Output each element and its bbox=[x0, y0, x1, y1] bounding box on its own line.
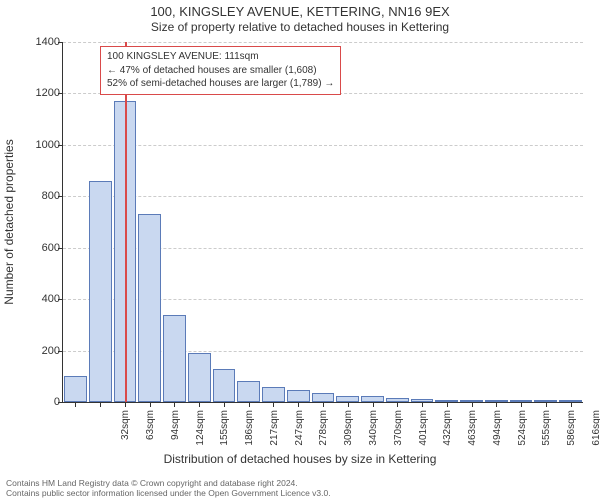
x-tick-mark bbox=[422, 402, 423, 407]
current-property-marker bbox=[125, 42, 127, 402]
legend-line-1: 100 KINGSLEY AVENUE: 111sqm bbox=[107, 50, 334, 64]
histogram-bar bbox=[287, 390, 310, 402]
x-tick-mark bbox=[100, 402, 101, 407]
x-tick-mark bbox=[249, 402, 250, 407]
legend-line-3: 52% of semi-detached houses are larger (… bbox=[107, 77, 334, 91]
y-tick-label: 200 bbox=[26, 345, 60, 357]
y-tick-label: 800 bbox=[26, 190, 60, 202]
y-axis-label: Number of detached properties bbox=[2, 139, 16, 304]
histogram-bar bbox=[237, 381, 260, 402]
y-tick-label: 600 bbox=[26, 242, 60, 254]
x-tick-mark bbox=[472, 402, 473, 407]
histogram-bar bbox=[138, 214, 161, 402]
histogram-bar bbox=[163, 315, 186, 402]
y-tick-label: 0 bbox=[26, 396, 60, 408]
histogram-bar bbox=[213, 369, 236, 402]
x-tick-mark bbox=[571, 402, 572, 407]
x-axis-label: Distribution of detached houses by size … bbox=[0, 452, 600, 466]
y-tick-label: 1400 bbox=[26, 36, 60, 48]
chart-container: 100, KINGSLEY AVENUE, KETTERING, NN16 9E… bbox=[0, 0, 600, 500]
x-tick-mark bbox=[174, 402, 175, 407]
x-tick-mark bbox=[199, 402, 200, 407]
x-tick-mark bbox=[397, 402, 398, 407]
x-tick-mark bbox=[348, 402, 349, 407]
x-tick-mark bbox=[224, 402, 225, 407]
x-tick-mark bbox=[125, 402, 126, 407]
x-tick-mark bbox=[447, 402, 448, 407]
gridline bbox=[63, 196, 583, 197]
chart-title-sub: Size of property relative to detached ho… bbox=[0, 20, 600, 34]
x-tick-mark bbox=[298, 402, 299, 407]
histogram-bar bbox=[64, 376, 87, 402]
x-tick-mark bbox=[150, 402, 151, 407]
histogram-bar bbox=[89, 181, 112, 402]
legend-line-2: ← 47% of detached houses are smaller (1,… bbox=[107, 64, 334, 78]
chart-title-main: 100, KINGSLEY AVENUE, KETTERING, NN16 9E… bbox=[0, 4, 600, 19]
gridline bbox=[63, 42, 583, 43]
x-tick-mark bbox=[521, 402, 522, 407]
footer-line-1: Contains HM Land Registry data © Crown c… bbox=[6, 478, 331, 488]
x-tick-mark bbox=[273, 402, 274, 407]
plot-area bbox=[62, 42, 583, 403]
histogram-bar bbox=[188, 353, 211, 402]
y-tick-label: 1000 bbox=[26, 139, 60, 151]
x-tick-mark bbox=[75, 402, 76, 407]
x-tick-mark bbox=[373, 402, 374, 407]
y-tick-label: 400 bbox=[26, 293, 60, 305]
footer-line-2: Contains public sector information licen… bbox=[6, 488, 331, 498]
histogram-bar bbox=[312, 393, 335, 402]
gridline bbox=[63, 145, 583, 146]
y-tick-label: 1200 bbox=[26, 87, 60, 99]
x-tick-mark bbox=[323, 402, 324, 407]
x-tick-mark bbox=[496, 402, 497, 407]
legend-box: 100 KINGSLEY AVENUE: 111sqm ← 47% of det… bbox=[100, 46, 341, 95]
footer-attribution: Contains HM Land Registry data © Crown c… bbox=[6, 478, 331, 498]
histogram-bar bbox=[262, 387, 285, 402]
x-tick-mark bbox=[546, 402, 547, 407]
